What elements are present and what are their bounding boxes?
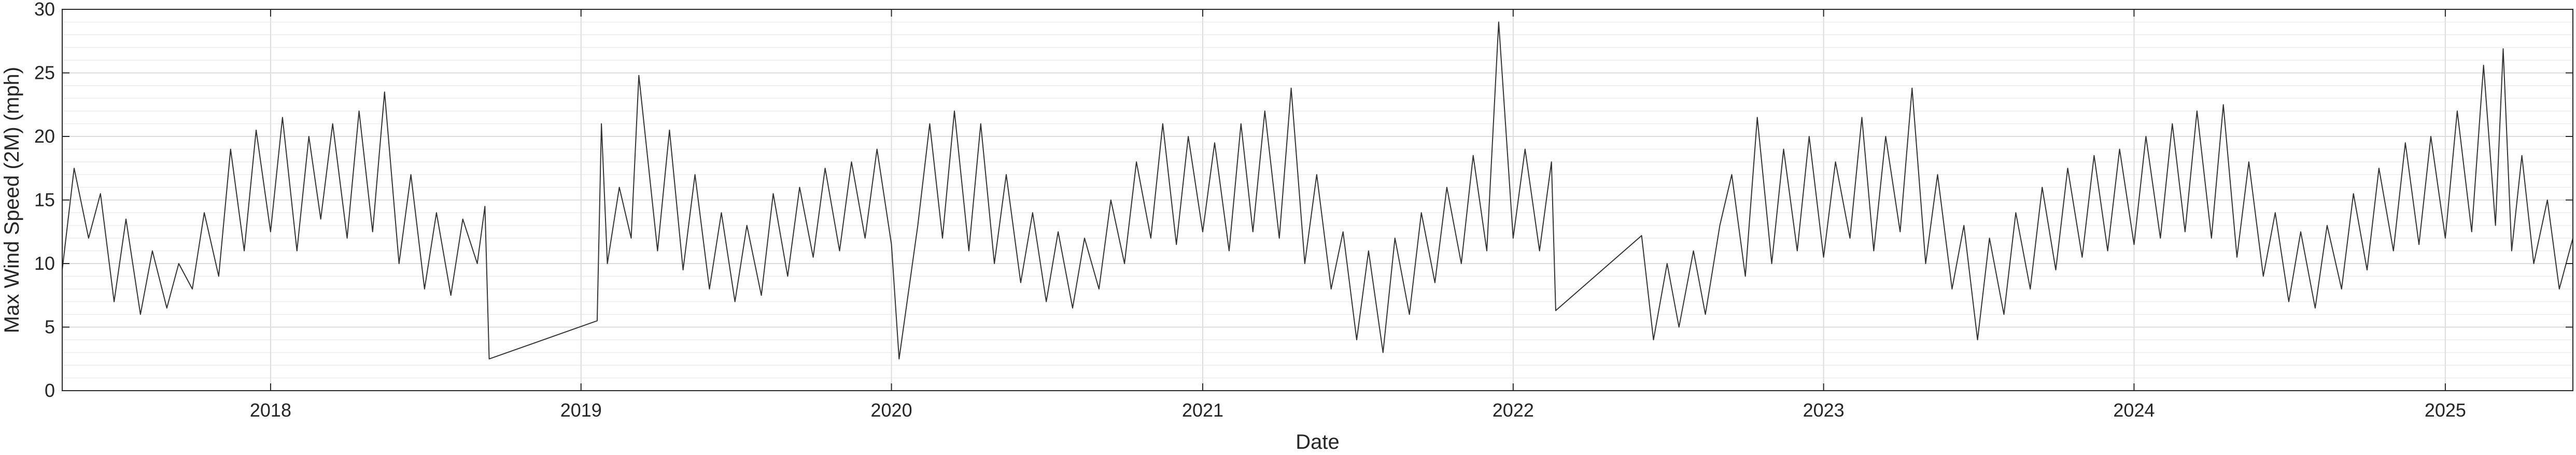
- x-tick-label: 2021: [1182, 399, 1223, 421]
- x-axis-tick-labels: 2018 2019 2020 2021 2022 2023 2024 2025: [250, 399, 2466, 421]
- x-axis-label: Date: [1296, 431, 1340, 453]
- x-tick-label: 2023: [1803, 399, 1845, 421]
- series-layer: [62, 21, 2573, 360]
- x-tick-label: 2022: [1493, 399, 1534, 421]
- y-tick-label: 20: [34, 126, 55, 147]
- minor-gridlines: [62, 21, 2573, 379]
- x-tick-label: 2020: [871, 399, 912, 421]
- y-tick-label: 15: [34, 189, 55, 211]
- y-tick-label: 0: [45, 380, 55, 401]
- x-tick-label: 2019: [560, 399, 602, 421]
- major-gridlines: [62, 9, 2573, 391]
- y-axis-tick-labels: 0 5 10 15 20 25 30: [34, 0, 55, 401]
- x-tick-label: 2025: [2425, 399, 2466, 421]
- y-axis-label: Max Wind Speed (2M) (mph): [1, 67, 23, 333]
- y-tick-label: 25: [34, 62, 55, 84]
- x-tick-label: 2018: [250, 399, 291, 421]
- series-line-0: [62, 21, 2573, 360]
- y-tick-label: 30: [34, 0, 55, 20]
- y-tick-label: 5: [45, 316, 55, 338]
- y-tick-label: 10: [34, 253, 55, 274]
- x-tick-label: 2024: [2113, 399, 2155, 421]
- axis-ticks: [62, 9, 2573, 391]
